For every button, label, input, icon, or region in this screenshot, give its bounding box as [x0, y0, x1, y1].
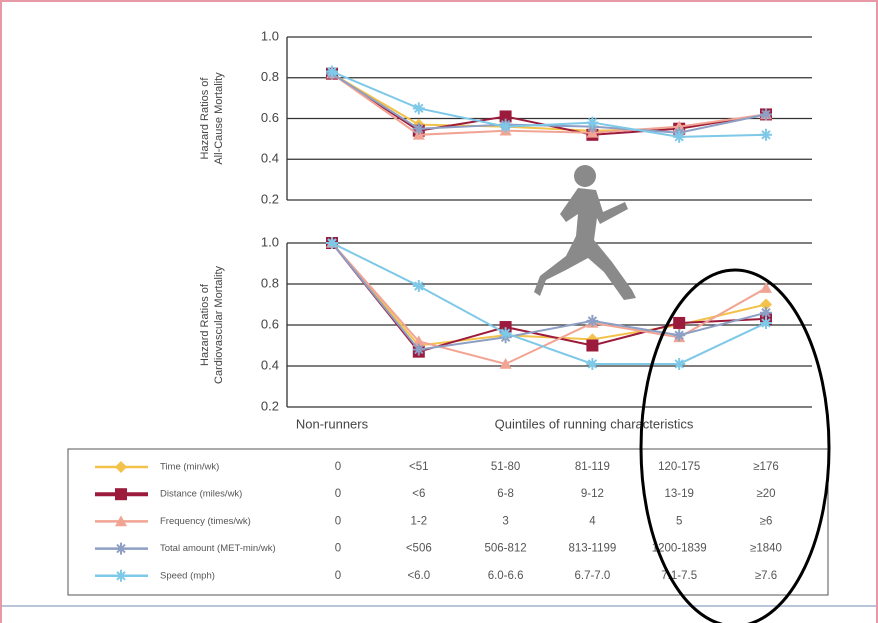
y-tick-label: 0.6	[261, 110, 279, 125]
legend-cell: 506-812	[484, 543, 526, 555]
y-axis-title: All-Cause Mortality	[213, 72, 225, 165]
x-tick-label: Non-runners	[296, 416, 369, 431]
series-line	[332, 243, 766, 364]
legend-label: Total amount (MET-min/wk)	[160, 543, 276, 554]
y-tick-label: 1.0	[261, 234, 279, 249]
point	[673, 358, 685, 370]
legend-cell: 0	[335, 488, 341, 500]
legend-cell: ≥20	[756, 488, 775, 500]
legend-cell: 120-175	[658, 461, 700, 473]
y-tick-label: 0.8	[261, 275, 279, 290]
runner-icon	[534, 165, 636, 300]
point	[413, 280, 425, 292]
series-line	[332, 72, 766, 137]
figure: 0.20.40.60.81.0Hazard Ratios ofAll-Cause…	[0, 0, 878, 623]
x-axis-title: Quintiles of running characteristics	[495, 416, 694, 431]
legend-cell: 6.0-6.6	[488, 570, 524, 582]
legend-cell: 0	[335, 461, 341, 473]
legend-cell: <506	[406, 543, 432, 555]
point	[413, 102, 425, 114]
series-line	[332, 243, 766, 364]
legend-cell: 6-8	[497, 488, 514, 500]
point	[673, 317, 685, 329]
legend-cell: 0	[335, 570, 341, 582]
y-tick-label: 0.8	[261, 69, 279, 84]
point	[115, 543, 127, 555]
point	[115, 488, 127, 500]
y-axis-title: Cardiovascular Mortality	[213, 266, 225, 384]
series-line	[332, 74, 766, 131]
legend-cell: <6.0	[407, 570, 430, 582]
legend-cell: 813-1199	[569, 543, 617, 555]
legend-cell: 0	[335, 543, 341, 555]
legend-cell: 5	[676, 515, 682, 527]
legend-cell: ≥6	[760, 515, 773, 527]
y-axis-title: Hazard Ratios of	[199, 283, 211, 366]
legend-cell: 13-19	[664, 488, 693, 500]
point	[586, 340, 598, 352]
y-tick-label: 1.0	[261, 28, 279, 43]
frame	[1, 1, 877, 623]
point	[115, 461, 127, 473]
legend-cell: 9-12	[581, 488, 604, 500]
y-tick-label: 0.4	[261, 151, 279, 166]
legend-label: Speed (mph)	[160, 570, 215, 581]
legend-cell: ≥1840	[750, 543, 782, 555]
legend-cell: 4	[589, 515, 596, 527]
y-tick-label: 0.2	[261, 191, 279, 206]
y-tick-label: 0.6	[261, 316, 279, 331]
y-tick-label: 0.2	[261, 398, 279, 413]
y-tick-label: 0.4	[261, 357, 279, 372]
legend-cell: 51-80	[491, 461, 520, 473]
legend-cell: 81-119	[575, 461, 610, 473]
legend-label: Frequency (times/wk)	[160, 516, 251, 527]
point	[115, 570, 127, 582]
point	[586, 358, 598, 370]
legend-cell: ≥176	[753, 461, 779, 473]
series-line	[332, 243, 766, 352]
legend-cell: <51	[409, 461, 429, 473]
y-axis-title: Hazard Ratios of	[199, 77, 211, 160]
legend-cell: 0	[335, 515, 341, 527]
legend-cell: ≥7.6	[755, 570, 777, 582]
point	[760, 129, 772, 141]
legend-cell: 3	[502, 515, 508, 527]
legend-cell: 6.7-7.0	[574, 570, 610, 582]
series-line	[332, 243, 766, 350]
legend-label: Time (min/wk)	[160, 462, 219, 473]
legend-cell: 1-2	[410, 515, 427, 527]
legend-label: Distance (miles/wk)	[160, 489, 242, 500]
legend-cell: <6	[412, 488, 425, 500]
